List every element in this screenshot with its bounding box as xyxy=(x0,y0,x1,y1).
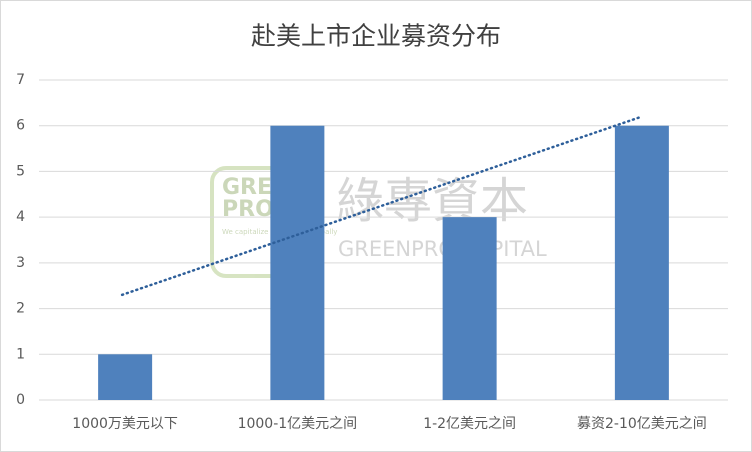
watermark: GREEN PRO We capitalize your value globa… xyxy=(210,166,547,278)
x-tick-label: 1000-1亿美元之间 xyxy=(238,416,358,432)
y-tick-label: 1 xyxy=(16,346,25,362)
watermark-name-en: GREENPRO CAPITAL xyxy=(338,237,547,261)
y-tick-label: 6 xyxy=(16,118,25,134)
x-tick-label: 1-2亿美元之间 xyxy=(423,416,516,432)
trendline xyxy=(120,115,644,297)
watermark-name-cn: 綠專資本 xyxy=(336,173,528,229)
y-tick-label: 7 xyxy=(16,72,25,88)
y-tick-label: 4 xyxy=(16,209,25,225)
y-tick-label: 5 xyxy=(16,163,25,179)
bar xyxy=(614,125,669,400)
y-tick-label: 3 xyxy=(16,255,25,271)
watermark-logo: PRO xyxy=(222,197,274,222)
bar xyxy=(98,354,153,400)
y-tick-label: 0 xyxy=(16,392,25,408)
bar xyxy=(270,125,325,400)
x-tick-label: 1000万美元以下 xyxy=(72,416,178,432)
x-tick-label: 募资2-10亿美元之间 xyxy=(577,416,707,432)
y-tick-label: 2 xyxy=(16,301,25,317)
chart-title: 赴美上市企业募资分布 xyxy=(251,22,501,51)
bar xyxy=(442,217,497,400)
